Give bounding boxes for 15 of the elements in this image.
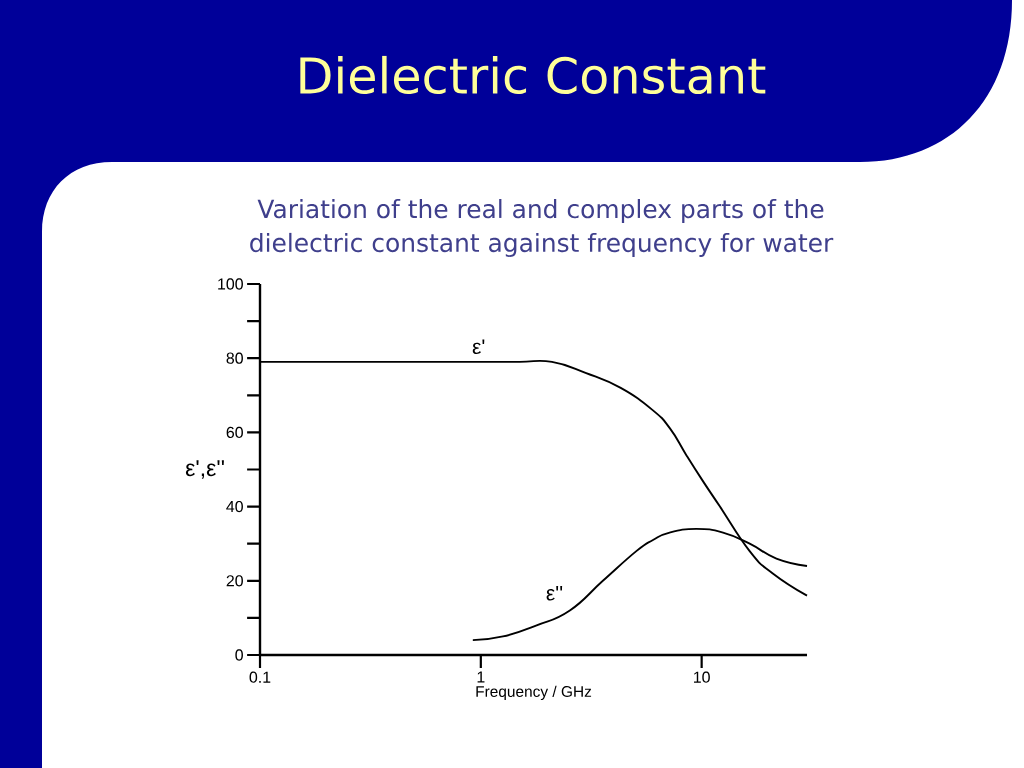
y-tick-label: 40: [226, 500, 243, 513]
series-label: ε': [472, 339, 485, 355]
y-tick-label: 80: [226, 352, 243, 364]
series-label: ε'': [546, 585, 563, 601]
x-tick-label: 0.1: [249, 671, 271, 683]
y-tick-label: 60: [226, 426, 243, 439]
chart-title: Dielectric Constant: [300, 55, 766, 95]
y-tick-label: 0: [235, 649, 243, 661]
x-tick-label: 1: [477, 671, 485, 683]
y-tick-label: 100: [218, 278, 243, 290]
x-axis-title: Frequency / GHz: [476, 685, 592, 701]
chart-subtitle: Variation of the real and complex parts of the dielectric constant against frequency for water: [250, 199, 834, 257]
y-tick-label: 20: [226, 575, 243, 587]
y-axis-title: ε',ε'': [185, 460, 224, 479]
x-tick-label: 10: [694, 671, 710, 683]
